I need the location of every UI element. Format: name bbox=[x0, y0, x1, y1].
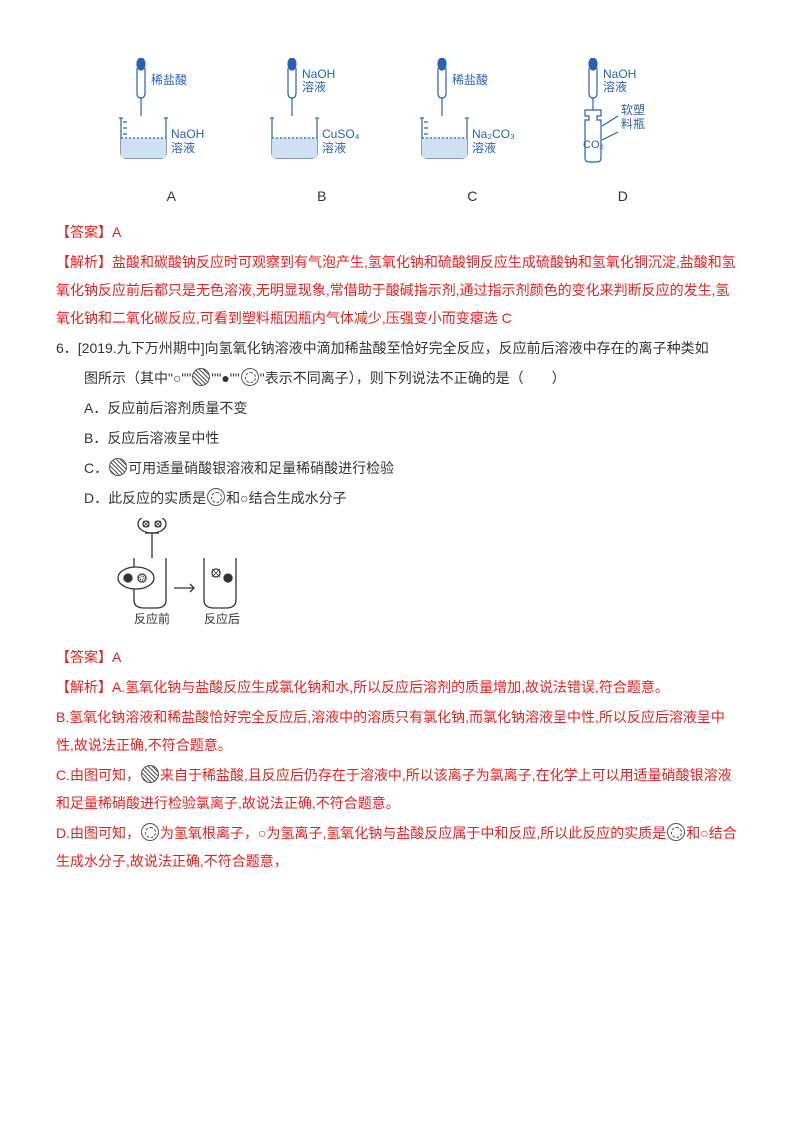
svg-text:NaOH: NaOH bbox=[171, 127, 204, 141]
q6-d-mid: 和○结合生成水分子 bbox=[226, 490, 346, 506]
svg-text:反应后: 反应后 bbox=[204, 611, 240, 626]
svg-text:NaOH: NaOH bbox=[302, 67, 335, 81]
ring-ion-icon bbox=[241, 368, 259, 386]
q6-c-post: 可用适量硝酸银溶液和足量稀硝酸进行检验 bbox=[128, 460, 394, 476]
svg-text:溶液: 溶液 bbox=[322, 140, 346, 155]
svg-text:软塑: 软塑 bbox=[621, 102, 645, 117]
ana-d-mid: 为氢氧根离子，○为氢离子,氢氧化钠与盐酸反应属于中和反应,所以此反应的实质是 bbox=[160, 825, 666, 841]
svg-text:Na₂CO₃: Na₂CO₃ bbox=[472, 127, 515, 141]
svg-text:料瓶: 料瓶 bbox=[621, 117, 645, 131]
svg-text:稀盐酸: 稀盐酸 bbox=[151, 72, 187, 87]
q6-c-pre: C． bbox=[84, 460, 108, 476]
setup-c: 稀盐酸 Na₂CO₃ 溶液 C bbox=[407, 58, 537, 210]
analysis-6d: D.由图可知， 为氢氧根离子，○为氢离子,氢氧化钠与盐酸反应属于中和反应,所以此反… bbox=[56, 819, 738, 875]
setup-letter: C bbox=[467, 182, 477, 210]
analysis-5: 【解析】盐酸和碳酸钠反应时可观察到有气泡产生,氢氧化钠和硫酸铜反应生成硫酸钠和氢… bbox=[56, 248, 738, 332]
q6-d-pre: D．此反应的实质是 bbox=[84, 490, 206, 506]
svg-text:溶液: 溶液 bbox=[603, 79, 627, 94]
q6-stem-a: 图所示（其中"○"" bbox=[84, 370, 191, 386]
setup-letter: B bbox=[317, 182, 326, 210]
q6-opt-b: B．反应后溶液呈中性 bbox=[84, 424, 738, 452]
q6-opt-c: C． 可用适量硝酸银溶液和足量稀硝酸进行检验 bbox=[84, 454, 738, 482]
svg-text:NaOH: NaOH bbox=[603, 67, 636, 81]
ana-d-pre: D.由图可知， bbox=[56, 825, 140, 841]
setup-letter: D bbox=[618, 182, 628, 210]
svg-text:CO₂: CO₂ bbox=[583, 139, 604, 151]
answer-5: 【答案】A bbox=[56, 218, 738, 246]
ring-ion-icon bbox=[207, 488, 225, 506]
svg-text:溶液: 溶液 bbox=[171, 140, 195, 155]
svg-text:稀盐酸: 稀盐酸 bbox=[452, 72, 488, 87]
q6-stem-line2: 图所示（其中"○"" ""●"" "表示不同离子），则下列说法不正确的是（ ） bbox=[84, 364, 738, 392]
analysis-6b: B.氢氧化钠溶液和稀盐酸恰好完全反应后,溶液中的溶质只有氯化钠,而氯化钠溶液呈中… bbox=[56, 703, 738, 759]
q6-stem-line1: 6．[2019.九下万州期中]向氢氧化钠溶液中滴加稀盐酸至恰好完全反应，反应前后… bbox=[56, 334, 738, 362]
q6-stem-b: ""●"" bbox=[211, 370, 239, 386]
answer-6: 【答案】A bbox=[56, 643, 738, 671]
q6-opt-d: D．此反应的实质是 和○结合生成水分子 bbox=[84, 484, 738, 512]
setup-letter: A bbox=[167, 182, 176, 210]
ana-c-pre: C.由图可知， bbox=[56, 767, 140, 783]
analysis-6c: C.由图可知，来自于稀盐酸,且反应后仍存在于溶液中,所以该离子为氯离子,在化学上… bbox=[56, 761, 738, 817]
hatched-ion-icon bbox=[109, 458, 127, 476]
q6-opt-a: A．反应前后溶剂质量不变 bbox=[84, 394, 738, 422]
setup-d: NaOH 溶液 软塑 料瓶 CO₂ D bbox=[558, 58, 688, 210]
analysis-6a: 【解析】A.氢氧化钠与盐酸反应生成氯化钠和水,所以反应后溶剂的质量增加,故说法错… bbox=[56, 673, 738, 701]
svg-text:CuSO₄: CuSO₄ bbox=[322, 127, 360, 141]
svg-text:溶液: 溶液 bbox=[472, 140, 496, 155]
ring-ion-icon bbox=[141, 823, 159, 841]
svg-text:溶液: 溶液 bbox=[302, 79, 326, 94]
q6-ion-diagram: 反应前 反应后 bbox=[116, 518, 738, 637]
svg-text:反应前: 反应前 bbox=[134, 611, 170, 626]
hatched-ion-icon bbox=[192, 368, 210, 386]
setup-a: 稀盐酸 NaOH 溶液 A bbox=[106, 58, 236, 210]
q6-stem-c: "表示不同离子），则下列说法不正确的是（ ） bbox=[260, 370, 566, 386]
hatched-ion-icon bbox=[141, 765, 159, 783]
ring-ion-icon bbox=[667, 823, 685, 841]
setup-b: NaOH 溶液 CuSO₄ 溶液 B bbox=[257, 58, 387, 210]
experiment-diagram-row: 稀盐酸 NaOH 溶液 A NaOH 溶液 CuSO₄ 溶液 B bbox=[96, 58, 698, 210]
